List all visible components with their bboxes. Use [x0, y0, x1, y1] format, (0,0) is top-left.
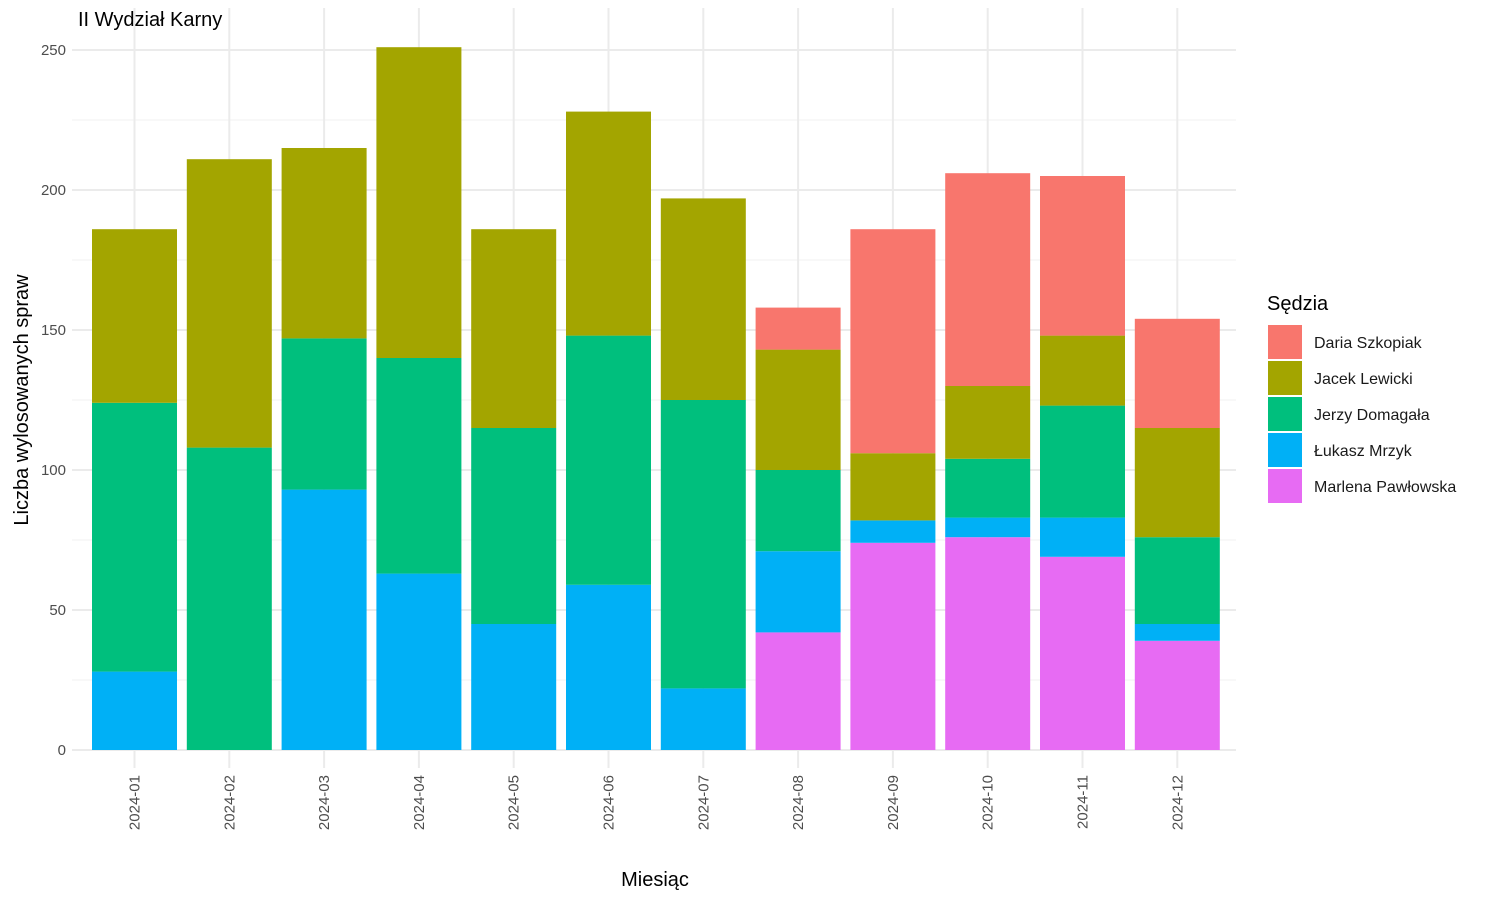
y-axis-ticks: 0 50 100 150 200 250	[41, 42, 66, 759]
bar-segment	[1040, 335, 1125, 406]
bar-segment	[92, 229, 177, 403]
legend-key	[1268, 361, 1302, 395]
bar-segment	[1040, 176, 1125, 336]
x-tick-label: 2024-03	[316, 775, 333, 830]
bar-segment	[566, 111, 651, 336]
bar-segment	[945, 537, 1031, 750]
bar-segment	[945, 386, 1031, 459]
bar-segment	[1134, 428, 1220, 538]
x-tick-label: 2024-01	[127, 775, 144, 830]
bar-segment	[566, 335, 651, 585]
bar-segment	[1134, 537, 1220, 624]
bar-segment	[945, 517, 1031, 538]
legend-key	[1268, 325, 1302, 359]
bar-segment	[850, 453, 936, 521]
x-tick-label: 2024-11	[1075, 775, 1092, 829]
legend-key	[1268, 433, 1302, 467]
bar-segment	[186, 447, 272, 750]
bar-segment	[1040, 556, 1125, 750]
bar-segment	[471, 229, 557, 428]
bar-segment	[755, 632, 841, 750]
bar-segment	[566, 584, 651, 750]
bar-segment	[850, 229, 936, 454]
x-axis-title: Miesiąc	[621, 869, 689, 891]
bar-segment	[92, 671, 177, 750]
y-tick-label: 150	[41, 322, 66, 339]
bar-segment	[660, 688, 746, 750]
bar-segment	[755, 551, 841, 633]
bar-segment	[755, 307, 841, 350]
legend-key	[1268, 469, 1302, 503]
bars	[92, 47, 1220, 750]
bar-segment	[945, 458, 1031, 518]
bar-segment	[92, 402, 177, 672]
x-tick-label: 2024-05	[506, 775, 523, 830]
x-tick-label: 2024-09	[885, 775, 902, 830]
x-axis-ticks: 2024-01 2024-02 2024-03 2024-04 2024-05 2024-…	[127, 775, 1187, 830]
y-tick-label: 0	[58, 742, 66, 759]
x-tick-label: 2024-02	[221, 775, 238, 830]
bar-segment	[1134, 318, 1220, 428]
bar-segment	[1040, 517, 1125, 557]
legend-label: Marlena Pawłowska	[1314, 479, 1456, 496]
legend-label: Jerzy Domagała	[1314, 407, 1430, 424]
legend: Sędzia Daria Szkopiak Jacek Lewicki Jerzy …	[1267, 293, 1456, 503]
legend-label: Daria Szkopiak	[1314, 335, 1423, 352]
bar-segment	[471, 428, 557, 624]
x-tick-label: 2024-04	[411, 775, 428, 830]
bar-segment	[471, 624, 557, 750]
bar-segment	[376, 358, 462, 574]
legend-title: Sędzia	[1267, 293, 1329, 315]
y-axis-title: Liczba wylosowanych spraw	[11, 274, 33, 526]
x-tick-label: 2024-08	[790, 775, 807, 830]
bar-segment	[850, 542, 936, 750]
legend-label: Łukasz Mrzyk	[1314, 443, 1413, 460]
y-tick-label: 50	[49, 602, 66, 619]
bar-segment	[376, 573, 462, 750]
chart-title: II Wydział Karny	[78, 9, 222, 31]
bar-segment	[755, 470, 841, 552]
bar-segment	[376, 47, 462, 358]
bar-segment	[660, 400, 746, 689]
bar-segment	[1134, 640, 1220, 750]
x-tick-label: 2024-12	[1169, 775, 1186, 830]
bar-segment	[281, 338, 367, 490]
x-tick-label: 2024-10	[980, 775, 997, 830]
bar-segment	[186, 159, 272, 448]
bar-segment	[660, 198, 746, 400]
legend-label: Jacek Lewicki	[1314, 371, 1413, 388]
bar-segment	[281, 148, 367, 339]
bar-segment	[755, 349, 841, 470]
y-tick-label: 100	[41, 462, 66, 479]
x-tick-label: 2024-06	[601, 775, 618, 830]
bar-segment	[281, 489, 367, 750]
y-tick-label: 250	[41, 42, 66, 59]
legend-key	[1268, 397, 1302, 431]
bar-segment	[1134, 624, 1220, 641]
x-tick-label: 2024-07	[695, 775, 712, 830]
y-tick-label: 200	[41, 182, 66, 199]
bar-segment	[945, 173, 1031, 386]
bar-segment	[850, 520, 936, 543]
bar-segment	[1040, 405, 1125, 518]
